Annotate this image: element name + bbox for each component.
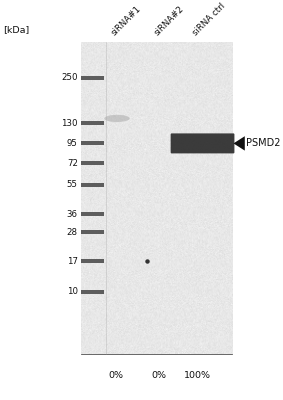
Bar: [81, 230, 104, 234]
Text: 72: 72: [67, 158, 78, 168]
Text: 17: 17: [67, 256, 78, 266]
Bar: [81, 42, 232, 354]
Ellipse shape: [104, 115, 130, 122]
Text: siRNA#1: siRNA#1: [110, 4, 143, 37]
Text: 0%: 0%: [151, 371, 166, 380]
Text: 28: 28: [67, 228, 78, 237]
Text: 100%: 100%: [184, 371, 211, 380]
Bar: [81, 182, 104, 186]
Bar: [81, 259, 104, 263]
Bar: [81, 121, 104, 125]
Text: 95: 95: [67, 139, 78, 148]
Text: siRNA#2: siRNA#2: [152, 4, 185, 37]
Polygon shape: [233, 136, 245, 150]
Text: 10: 10: [67, 287, 78, 296]
Bar: [81, 141, 104, 145]
Bar: [81, 76, 104, 80]
Text: siRNA ctrl: siRNA ctrl: [191, 1, 227, 37]
Text: 250: 250: [61, 73, 78, 82]
FancyBboxPatch shape: [171, 133, 234, 153]
Text: 130: 130: [61, 119, 78, 128]
Text: 55: 55: [67, 180, 78, 189]
Text: PSMD2: PSMD2: [246, 138, 281, 148]
Bar: [81, 161, 104, 165]
Text: 0%: 0%: [109, 371, 124, 380]
Bar: [81, 212, 104, 216]
Bar: [81, 290, 104, 294]
Text: 36: 36: [67, 210, 78, 219]
Text: [kDa]: [kDa]: [3, 25, 29, 34]
